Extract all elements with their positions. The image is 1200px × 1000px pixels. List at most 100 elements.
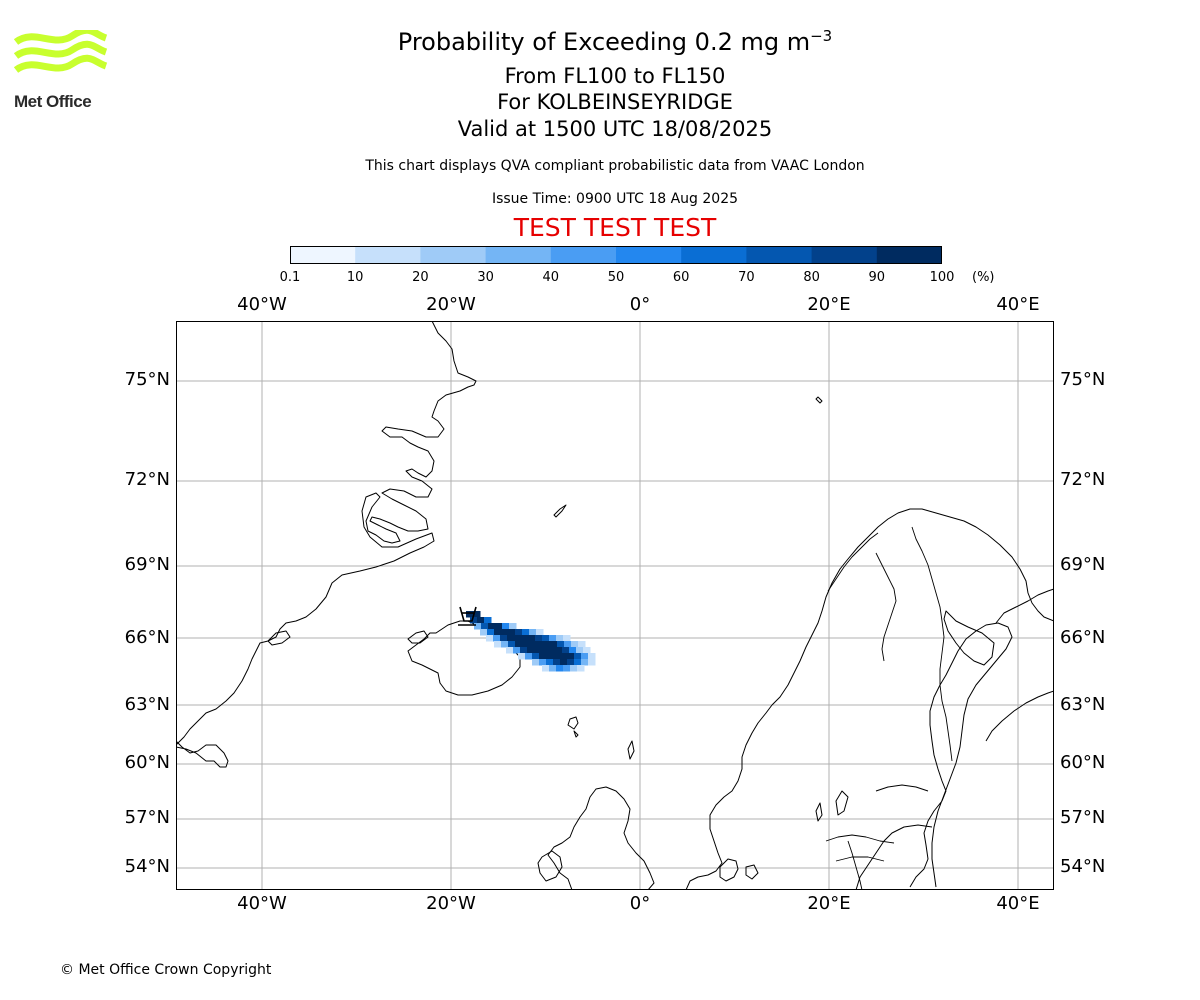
plume-cell: [513, 647, 521, 654]
plume-cell: [502, 623, 510, 630]
plume-cell: [549, 665, 557, 672]
lat-label: 57°N: [1060, 807, 1106, 828]
lat-label: 66°N: [124, 627, 170, 648]
plume-cell: [522, 629, 530, 636]
lat-label: 54°N: [124, 856, 170, 877]
plume-cell: [534, 647, 542, 654]
plume-cell: [583, 647, 591, 654]
plume-cell: [564, 641, 572, 648]
shetland: [627, 740, 635, 760]
plume-cell: [484, 617, 492, 624]
colorbar-cell: [876, 246, 942, 264]
plume-cell: [532, 653, 540, 660]
lat-label: 75°N: [124, 369, 170, 390]
plume-cell: [560, 653, 568, 660]
greenland-coast: [176, 321, 477, 746]
plume-cell: [588, 659, 596, 666]
colorbar-cell: [746, 246, 813, 264]
logo-text: Met Office: [14, 92, 92, 111]
ash-probability-plume: [466, 611, 596, 672]
svalbard: [815, 396, 823, 404]
lat-label: 54°N: [1060, 856, 1106, 877]
plume-cell: [563, 665, 571, 672]
lat-label: 63°N: [1060, 694, 1106, 715]
plume-cell: [494, 641, 502, 648]
plume-cell: [567, 653, 575, 660]
lat-label: 72°N: [124, 469, 170, 490]
colorbar-cell: [811, 246, 878, 264]
colorbar-tick-label: 90: [868, 270, 886, 285]
plume-cell: [466, 611, 474, 618]
norway-sweden-border: [827, 532, 879, 592]
plume-cell: [574, 659, 582, 666]
plume-cell: [557, 641, 565, 648]
baltic-borders: [825, 834, 895, 890]
plume-cell: [525, 653, 533, 660]
lon-label: 20°E: [807, 893, 851, 914]
plume-cell: [553, 659, 561, 666]
colorbar-cell: [485, 246, 552, 264]
sweden-coast: [909, 622, 1013, 888]
plume-cell: [527, 647, 535, 654]
plume-cell: [546, 653, 554, 660]
gotland: [835, 790, 849, 816]
plume-cell: [562, 647, 570, 654]
plume-cell: [477, 617, 485, 624]
plume-cell: [506, 647, 514, 654]
plume-cell: [556, 635, 564, 642]
plume-cell: [536, 629, 544, 636]
copyright-text: © Met Office Crown Copyright: [60, 962, 272, 978]
plume-cell: [549, 635, 557, 642]
plume-cell: [481, 623, 489, 630]
plume-cell: [501, 641, 509, 648]
flight-levels: From FL100 to FL150: [504, 64, 726, 88]
lon-label: 40°E: [996, 294, 1040, 315]
plume-cell: [480, 629, 488, 636]
finland-russia-border: [911, 526, 953, 762]
plume-cell: [541, 647, 549, 654]
plume-cell: [521, 635, 529, 642]
plume-cell: [528, 635, 536, 642]
plume-cell: [507, 635, 515, 642]
met-office-logo: Met Office: [13, 26, 109, 112]
colorbar-cell: [355, 246, 421, 264]
plume-cell: [560, 659, 568, 666]
lon-label: 0°: [629, 893, 651, 914]
colorbar-tick-label: 40: [542, 270, 560, 285]
plume-cell: [514, 635, 522, 642]
lon-label: 40°W: [237, 294, 287, 315]
colorbar-tick-label: 80: [803, 270, 820, 285]
plume-cell: [543, 641, 551, 648]
plume-cell: [588, 653, 596, 660]
lon-label: 20°W: [426, 294, 476, 315]
plume-cell: [574, 653, 582, 660]
ireland: [537, 850, 563, 882]
lat-label: 63°N: [124, 694, 170, 715]
lon-label: 20°E: [807, 294, 851, 315]
plume-cell: [486, 635, 494, 642]
sweden-finland-border: [875, 552, 897, 662]
plume-cell: [529, 641, 537, 648]
plume-cell: [509, 623, 517, 630]
plume-cell: [470, 617, 478, 624]
plume-cell: [518, 653, 526, 660]
plume-cell: [508, 641, 516, 648]
lat-label: 69°N: [1060, 554, 1106, 575]
jan-mayen: [553, 504, 567, 518]
kola-peninsula: [943, 610, 995, 666]
colorbar-tick-label: 0.1: [279, 270, 301, 285]
plume-cell: [487, 629, 495, 636]
plume-cell: [563, 635, 571, 642]
plume-cell: [581, 659, 589, 666]
plume-cell: [535, 635, 543, 642]
colorbar: [290, 246, 942, 264]
colorbar-cell: [420, 246, 487, 264]
plume-cell: [569, 647, 577, 654]
title-main: Probability of Exceeding 0.2 mg m: [397, 28, 811, 56]
colorbar-cell: [550, 246, 617, 264]
plume-cell: [494, 629, 502, 636]
colorbar-tick-label: 50: [607, 270, 625, 285]
plume-cell: [570, 665, 578, 672]
lon-label: 40°W: [237, 893, 287, 914]
lon-label: 20°W: [426, 893, 476, 914]
